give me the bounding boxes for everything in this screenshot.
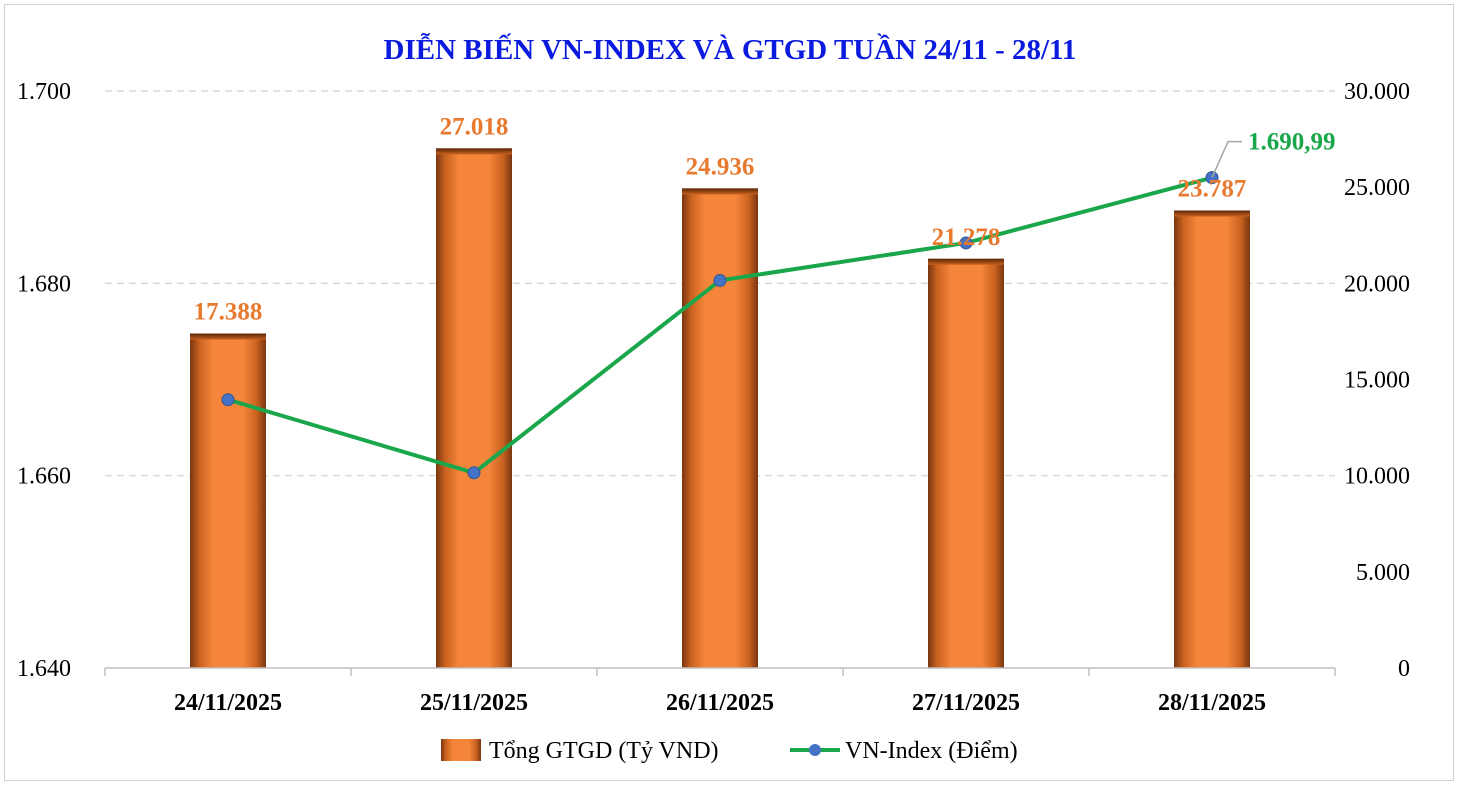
legend: Tổng GTGD (Tỷ VND) VN-Index (Điểm)	[441, 738, 1018, 764]
category-label: 26/11/2025	[666, 690, 774, 716]
callout-leader	[1211, 140, 1242, 178]
bar-value-label: 24.936	[686, 153, 755, 180]
legend-label-bar: Tổng GTGD (Tỷ VND)	[489, 738, 719, 764]
bar	[928, 258, 1004, 668]
bar-body	[1174, 210, 1250, 668]
right-tick-label: 0	[1398, 656, 1410, 682]
bar-value-label: 23.787	[1178, 175, 1247, 202]
axes: 1.640 1.660 1.680 1.700 0 5.000 10.000 15.000 20…	[17, 79, 1410, 716]
vn-index-marker	[467, 466, 481, 480]
legend-item-line: VN-Index (Điểm)	[790, 738, 1018, 764]
line-series	[221, 171, 1219, 480]
bar-bevel	[682, 188, 758, 195]
bar-series	[190, 148, 1250, 669]
right-tick-label: 25.000	[1344, 175, 1410, 201]
left-tick-label: 1.700	[17, 79, 71, 105]
bar-body	[190, 333, 266, 668]
vn-index-marker	[959, 236, 973, 250]
bar-bevel	[928, 258, 1004, 265]
left-tick-label: 1.680	[17, 271, 71, 297]
category-label: 28/11/2025	[1158, 690, 1266, 716]
bar-body	[682, 188, 758, 669]
legend-swatch-bar	[441, 739, 481, 761]
category-label: 27/11/2025	[912, 690, 1020, 716]
legend-label-line: VN-Index (Điểm)	[845, 738, 1018, 764]
bar-value-label: 17.388	[194, 299, 263, 326]
bar-value-label: 21.278	[932, 224, 1001, 251]
vn-index-marker	[713, 273, 727, 287]
bar-bevel	[436, 148, 512, 155]
right-tick-label: 20.000	[1344, 271, 1410, 297]
chart-title: DIỄN BIẾN VN-INDEX VÀ GTGD TUẦN 24/11 - …	[384, 32, 1077, 66]
legend-item-bar: Tổng GTGD (Tỷ VND)	[441, 738, 719, 764]
vn-index-last-label: 1.690,99	[1248, 129, 1336, 156]
chart-frame: DIỄN BIẾN VN-INDEX VÀ GTGD TUẦN 24/11 - …	[4, 4, 1454, 781]
bar-body	[436, 148, 512, 668]
category-label: 24/11/2025	[174, 690, 282, 716]
bar-value-label: 27.018	[440, 113, 509, 140]
bar-bevel	[1174, 210, 1250, 217]
vn-index-marker	[221, 393, 235, 407]
bar	[682, 188, 758, 669]
right-tick-label: 10.000	[1344, 464, 1410, 490]
bar	[190, 333, 266, 668]
chart-svg: DIỄN BIẾN VN-INDEX VÀ GTGD TUẦN 24/11 - …	[17, 32, 1410, 764]
bar-body	[928, 258, 1004, 668]
bar	[1174, 210, 1250, 668]
category-label: 25/11/2025	[420, 690, 528, 716]
left-tick-label: 1.640	[17, 656, 71, 682]
left-tick-label: 1.660	[17, 464, 71, 490]
right-tick-label: 15.000	[1344, 368, 1410, 394]
bar	[436, 148, 512, 668]
legend-swatch-marker	[809, 744, 821, 756]
bar-bevel	[190, 333, 266, 340]
right-tick-label: 5.000	[1356, 560, 1410, 586]
right-tick-label: 30.000	[1344, 79, 1410, 105]
